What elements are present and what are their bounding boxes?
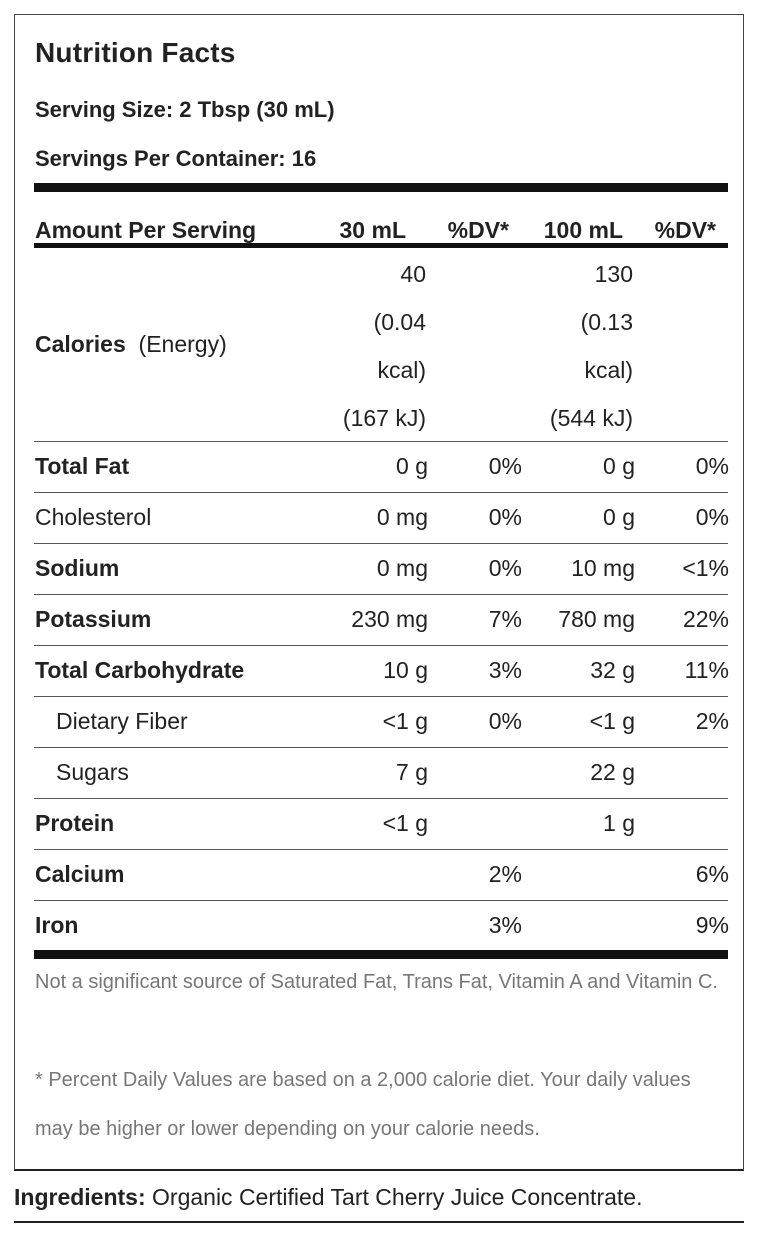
row-value-30ml: <1 g — [382, 708, 428, 734]
row-label: Sugars — [56, 759, 129, 785]
row-cholesterol: Cholesterol 0 mg 0% 0 g 0% — [15, 493, 745, 543]
row-divider — [34, 543, 728, 544]
row-divider — [34, 747, 728, 748]
row-value-100ml: <1 g — [589, 708, 635, 734]
nutrition-title: Nutrition Facts — [35, 37, 236, 68]
row-dv-100ml: 6% — [695, 861, 729, 887]
row-value-100ml: 32 g — [590, 657, 635, 683]
calories-label: Calories (Energy) — [35, 331, 227, 358]
row-dv-30ml: 0% — [488, 708, 522, 734]
thick-divider-bottom — [34, 950, 728, 959]
row-label: Iron — [35, 912, 79, 938]
row-divider — [34, 696, 728, 697]
row-label: Calcium — [35, 861, 125, 887]
header-col-dv1: %DV* — [447, 217, 509, 243]
row-calcium: Calcium 2% 6% — [15, 850, 745, 900]
row-iron: Iron 3% 9% — [15, 901, 745, 951]
header-col-dv2: %DV* — [654, 217, 716, 243]
row-value-100ml: 0 g — [603, 504, 635, 530]
footnote-not-significant: Not a significant source of Saturated Fa… — [35, 971, 718, 993]
row-dv-30ml: 0% — [488, 504, 522, 530]
calories-30ml-line-3: kcal) — [377, 357, 426, 383]
row-label: Protein — [35, 810, 115, 836]
row-dv-30ml: 0% — [488, 555, 522, 581]
calories-100ml-line-2: (0.13 — [580, 309, 633, 335]
header-amount-per-serving: Amount Per Serving — [35, 217, 257, 243]
row-dv-30ml: 0% — [488, 453, 522, 479]
row-sugars: Sugars 7 g 22 g — [15, 748, 745, 798]
row-divider — [34, 492, 728, 493]
row-label: Sodium — [35, 555, 120, 581]
thick-divider-top — [34, 183, 728, 192]
header-col-30ml: 30 mL — [339, 217, 406, 243]
row-dv-100ml: 11% — [684, 657, 729, 683]
row-label: Dietary Fiber — [56, 708, 188, 734]
row-value-30ml: 0 mg — [376, 555, 428, 581]
row-value-30ml: 0 g — [396, 453, 428, 479]
row-label: Potassium — [35, 606, 152, 632]
row-dv-100ml: 0% — [695, 453, 729, 479]
ingredients-text: Organic Certified Tart Cherry Juice Conc… — [145, 1184, 643, 1210]
row-potassium: Potassium 230 mg 7% 780 mg 22% — [15, 595, 745, 645]
calories-30ml-line-4: (167 kJ) — [342, 405, 426, 431]
ingredients-underline — [14, 1221, 744, 1223]
row-value-30ml: 230 mg — [351, 606, 428, 632]
calories-100ml-line-3: kcal) — [584, 357, 633, 383]
row-divider — [34, 441, 728, 442]
row-protein: Protein <1 g 1 g — [15, 799, 745, 849]
row-value-100ml: 22 g — [590, 759, 635, 785]
row-dv-100ml: 9% — [695, 912, 729, 938]
calories-30ml-line-2: (0.04 — [373, 309, 426, 335]
row-divider — [34, 849, 728, 850]
row-total-carbohydrate: Total Carbohydrate 10 g 3% 32 g 11% — [15, 646, 745, 696]
calories-sublabel: (Energy) — [138, 331, 227, 357]
row-value-30ml: 10 g — [383, 657, 428, 683]
calories-100ml-line-4: (544 kJ) — [549, 405, 633, 431]
row-dv-100ml: 0% — [695, 504, 729, 530]
row-dietary-fiber: Dietary Fiber <1 g 0% <1 g 2% — [15, 697, 745, 747]
medium-divider — [34, 243, 728, 248]
row-total-fat: Total Fat 0 g 0% 0 g 0% — [15, 442, 745, 492]
row-dv-100ml: <1% — [682, 555, 729, 581]
row-value-30ml: <1 g — [382, 810, 428, 836]
row-value-100ml: 10 mg — [571, 555, 635, 581]
row-divider — [34, 594, 728, 595]
row-sodium: Sodium 0 mg 0% 10 mg <1% — [15, 544, 745, 594]
servings-per-container: Servings Per Container: 16 — [35, 146, 317, 171]
calories-name: Calories — [35, 331, 126, 357]
calories-30ml-line-1: 40 — [400, 261, 426, 287]
row-divider — [34, 900, 728, 901]
row-divider — [34, 798, 728, 799]
calories-100ml-line-1: 130 — [594, 261, 633, 287]
row-value-100ml: 0 g — [603, 453, 635, 479]
row-value-30ml: 0 mg — [376, 504, 428, 530]
row-label: Cholesterol — [35, 504, 152, 530]
row-label: Total Fat — [35, 453, 130, 479]
row-label: Total Carbohydrate — [35, 657, 245, 683]
nutrition-facts-panel: Nutrition Facts Serving Size: 2 Tbsp (30… — [14, 14, 744, 1171]
row-dv-30ml: 7% — [488, 606, 522, 632]
row-dv-30ml: 3% — [488, 657, 522, 683]
row-dv-100ml: 22% — [682, 606, 729, 632]
footnote-daily-values: * Percent Daily Values are based on a 2,… — [35, 1069, 691, 1140]
header-col-100ml: 100 mL — [543, 217, 623, 243]
row-divider — [34, 645, 728, 646]
row-value-100ml: 780 mg — [558, 606, 635, 632]
serving-size: Serving Size: 2 Tbsp (30 mL) — [35, 97, 335, 122]
row-value-30ml: 7 g — [396, 759, 428, 785]
row-dv-30ml: 3% — [488, 912, 522, 938]
ingredients-label: Ingredients: — [14, 1184, 146, 1210]
row-value-100ml: 1 g — [603, 810, 635, 836]
row-dv-30ml: 2% — [488, 861, 522, 887]
ingredients-line: Ingredients: Organic Certified Tart Cher… — [14, 1184, 642, 1211]
row-dv-100ml: 2% — [695, 708, 729, 734]
